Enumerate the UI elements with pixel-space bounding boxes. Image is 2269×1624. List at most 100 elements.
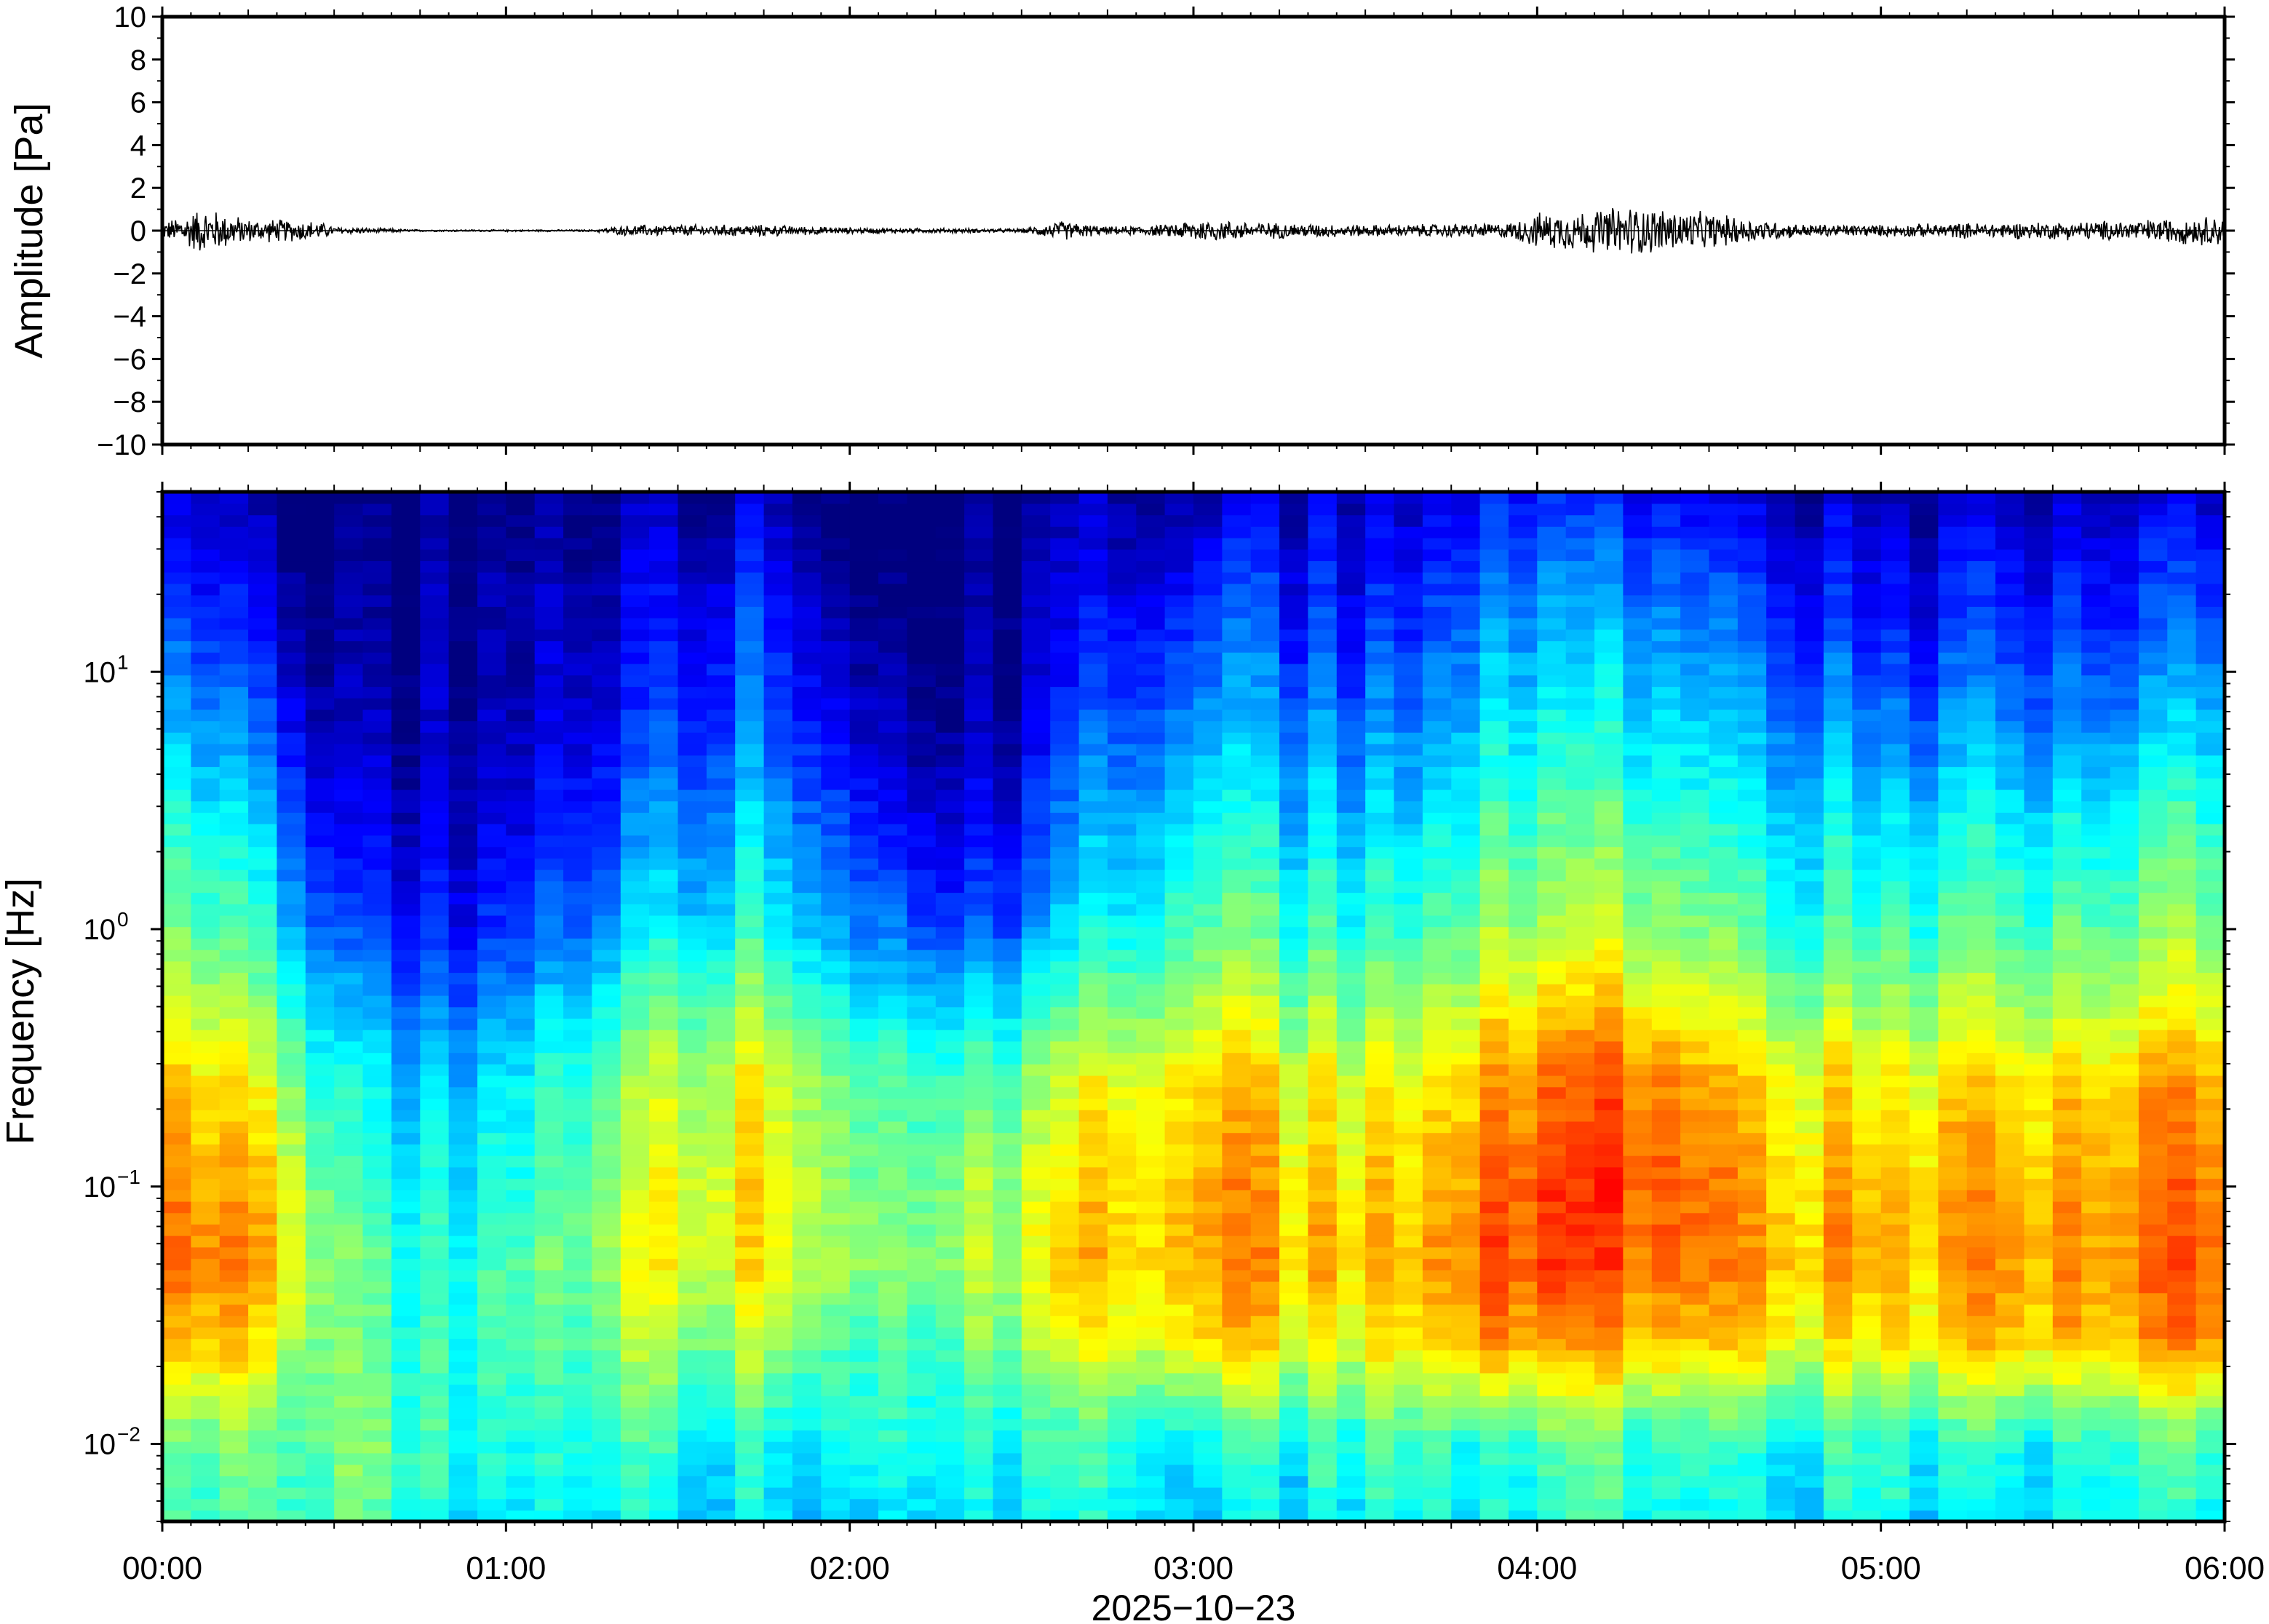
- spectrogram-cell: [1222, 960, 1252, 974]
- spectrogram-cell: [592, 652, 621, 664]
- spectrogram-cell: [735, 823, 765, 836]
- spectrogram-cell: [1136, 1190, 1166, 1202]
- spectrogram-cell: [849, 1246, 879, 1259]
- spectrogram-cell: [1651, 1064, 1681, 1076]
- spectrogram-cell: [907, 1384, 937, 1396]
- spectrogram-cell: [1336, 629, 1366, 642]
- spectrogram-cell: [448, 1052, 478, 1064]
- spectrogram-cell: [1509, 583, 1538, 596]
- spectrogram-cell: [334, 846, 364, 859]
- spectrogram-cell: [677, 949, 707, 962]
- spectrogram-cell: [1164, 812, 1194, 824]
- spectrogram-cell: [1451, 1258, 1481, 1270]
- spectrogram-cell: [1222, 846, 1252, 859]
- spectrogram-cell: [993, 1212, 1022, 1225]
- spectrogram-cell: [1078, 846, 1108, 859]
- spectrogram-cell: [763, 617, 793, 630]
- spectrogram-cell: [964, 1452, 994, 1465]
- spectrogram-cell: [1336, 1258, 1366, 1270]
- spectrogram-cell: [878, 1315, 908, 1328]
- spectrogram-cell: [706, 503, 736, 516]
- spectrogram-cell: [1107, 1361, 1137, 1374]
- spectrogram-cell: [763, 938, 793, 950]
- spectrogram-cell: [1623, 617, 1653, 630]
- spectrogram-cell: [477, 560, 507, 573]
- spectrogram-cell: [935, 663, 965, 676]
- spectrogram-cell: [334, 1029, 364, 1042]
- spectrogram-cell: [649, 1132, 679, 1145]
- spectrogram-cell: [878, 1361, 908, 1374]
- spectrogram-cell: [1394, 686, 1423, 698]
- spectrogram-cell: [592, 686, 621, 698]
- spectrogram-cell: [563, 537, 593, 550]
- spectrogram-cell: [735, 1476, 765, 1488]
- spectrogram-cell: [1594, 1361, 1624, 1374]
- spectrogram-cell: [1164, 698, 1194, 710]
- spectrogram-cell: [1651, 492, 1681, 504]
- spectrogram-cell: [1479, 1281, 1509, 1294]
- spectrogram-cell: [1222, 1372, 1252, 1385]
- spectrogram-cell: [1222, 1441, 1252, 1454]
- spectrogram-cell: [821, 972, 851, 984]
- spectrogram-cell: [1279, 1144, 1309, 1156]
- spectrogram-cell: [1509, 1235, 1538, 1248]
- spectrogram-cell: [592, 1258, 621, 1270]
- spectrogram-cell: [305, 1338, 335, 1350]
- spectrogram-cell: [448, 1224, 478, 1236]
- spectrogram-cell: [1136, 789, 1166, 802]
- spectrogram-cell: [191, 1384, 220, 1396]
- spectrogram-cell: [1394, 938, 1423, 950]
- spectrogram-cell: [1308, 984, 1338, 996]
- spectrogram-cell: [1107, 938, 1137, 950]
- spectrogram-cell: [1479, 1052, 1509, 1064]
- spectrogram-cell: [1365, 1246, 1395, 1259]
- spectrogram-cell: [849, 1498, 879, 1511]
- spectrogram-cell: [1308, 720, 1338, 733]
- spectrogram-cell: [391, 1486, 421, 1500]
- spectrogram-cell: [1164, 1178, 1194, 1190]
- spectrogram-cell: [1279, 995, 1309, 1008]
- spectrogram-cell: [1537, 846, 1567, 859]
- spectrogram-cell: [821, 720, 851, 733]
- spectrogram-cell: [1565, 1178, 1595, 1190]
- spectrogram-cell: [706, 1235, 736, 1248]
- spectrogram-cell: [677, 526, 707, 538]
- spectrogram-cell: [1164, 926, 1194, 939]
- spectrogram-cell: [935, 858, 965, 870]
- spectrogram-cell: [534, 709, 564, 722]
- spectrogram-cell: [1107, 846, 1137, 859]
- spectrogram-cell: [1336, 1132, 1366, 1145]
- spectrogram-cell: [1623, 1304, 1653, 1316]
- spectrogram-cell: [334, 526, 364, 538]
- spectrogram-cell: [1479, 549, 1509, 562]
- spectrogram-cell: [563, 1190, 593, 1202]
- spectrogram-cell: [821, 766, 851, 779]
- spectrogram-cell: [1050, 743, 1080, 756]
- spectrogram-cell: [248, 972, 278, 984]
- spectrogram-cell: [162, 972, 192, 984]
- spectrogram-cell: [162, 789, 192, 802]
- spectrogram-cell: [993, 549, 1022, 562]
- spectrogram-cell: [1021, 1406, 1051, 1420]
- spectrogram-cell: [878, 732, 908, 744]
- spectrogram-cell: [362, 1235, 392, 1248]
- spectrogram-cell: [592, 492, 621, 504]
- spectrogram-cell: [1565, 1224, 1595, 1236]
- spectrogram-cell: [1193, 755, 1223, 768]
- spectrogram-cell: [448, 503, 478, 516]
- spectrogram-cell: [1451, 823, 1481, 836]
- spectrogram-cell: [362, 674, 392, 688]
- spectrogram-cell: [1164, 1464, 1194, 1476]
- spectrogram-cell: [162, 1098, 192, 1110]
- spectrogram-cell: [620, 1476, 650, 1488]
- spectrogram-cell: [1193, 915, 1223, 928]
- spectrogram-cell: [763, 560, 793, 573]
- spectrogram-cell: [248, 1406, 278, 1420]
- spectrogram-cell: [1479, 1384, 1509, 1396]
- spectrogram-cell: [907, 869, 937, 882]
- spectrogram-cell: [1422, 1258, 1453, 1270]
- spectrogram-cell: [277, 549, 306, 562]
- spectrogram-cell: [448, 1190, 478, 1202]
- spectrogram-cell: [1336, 812, 1366, 824]
- spectrogram-cell: [1365, 1396, 1395, 1408]
